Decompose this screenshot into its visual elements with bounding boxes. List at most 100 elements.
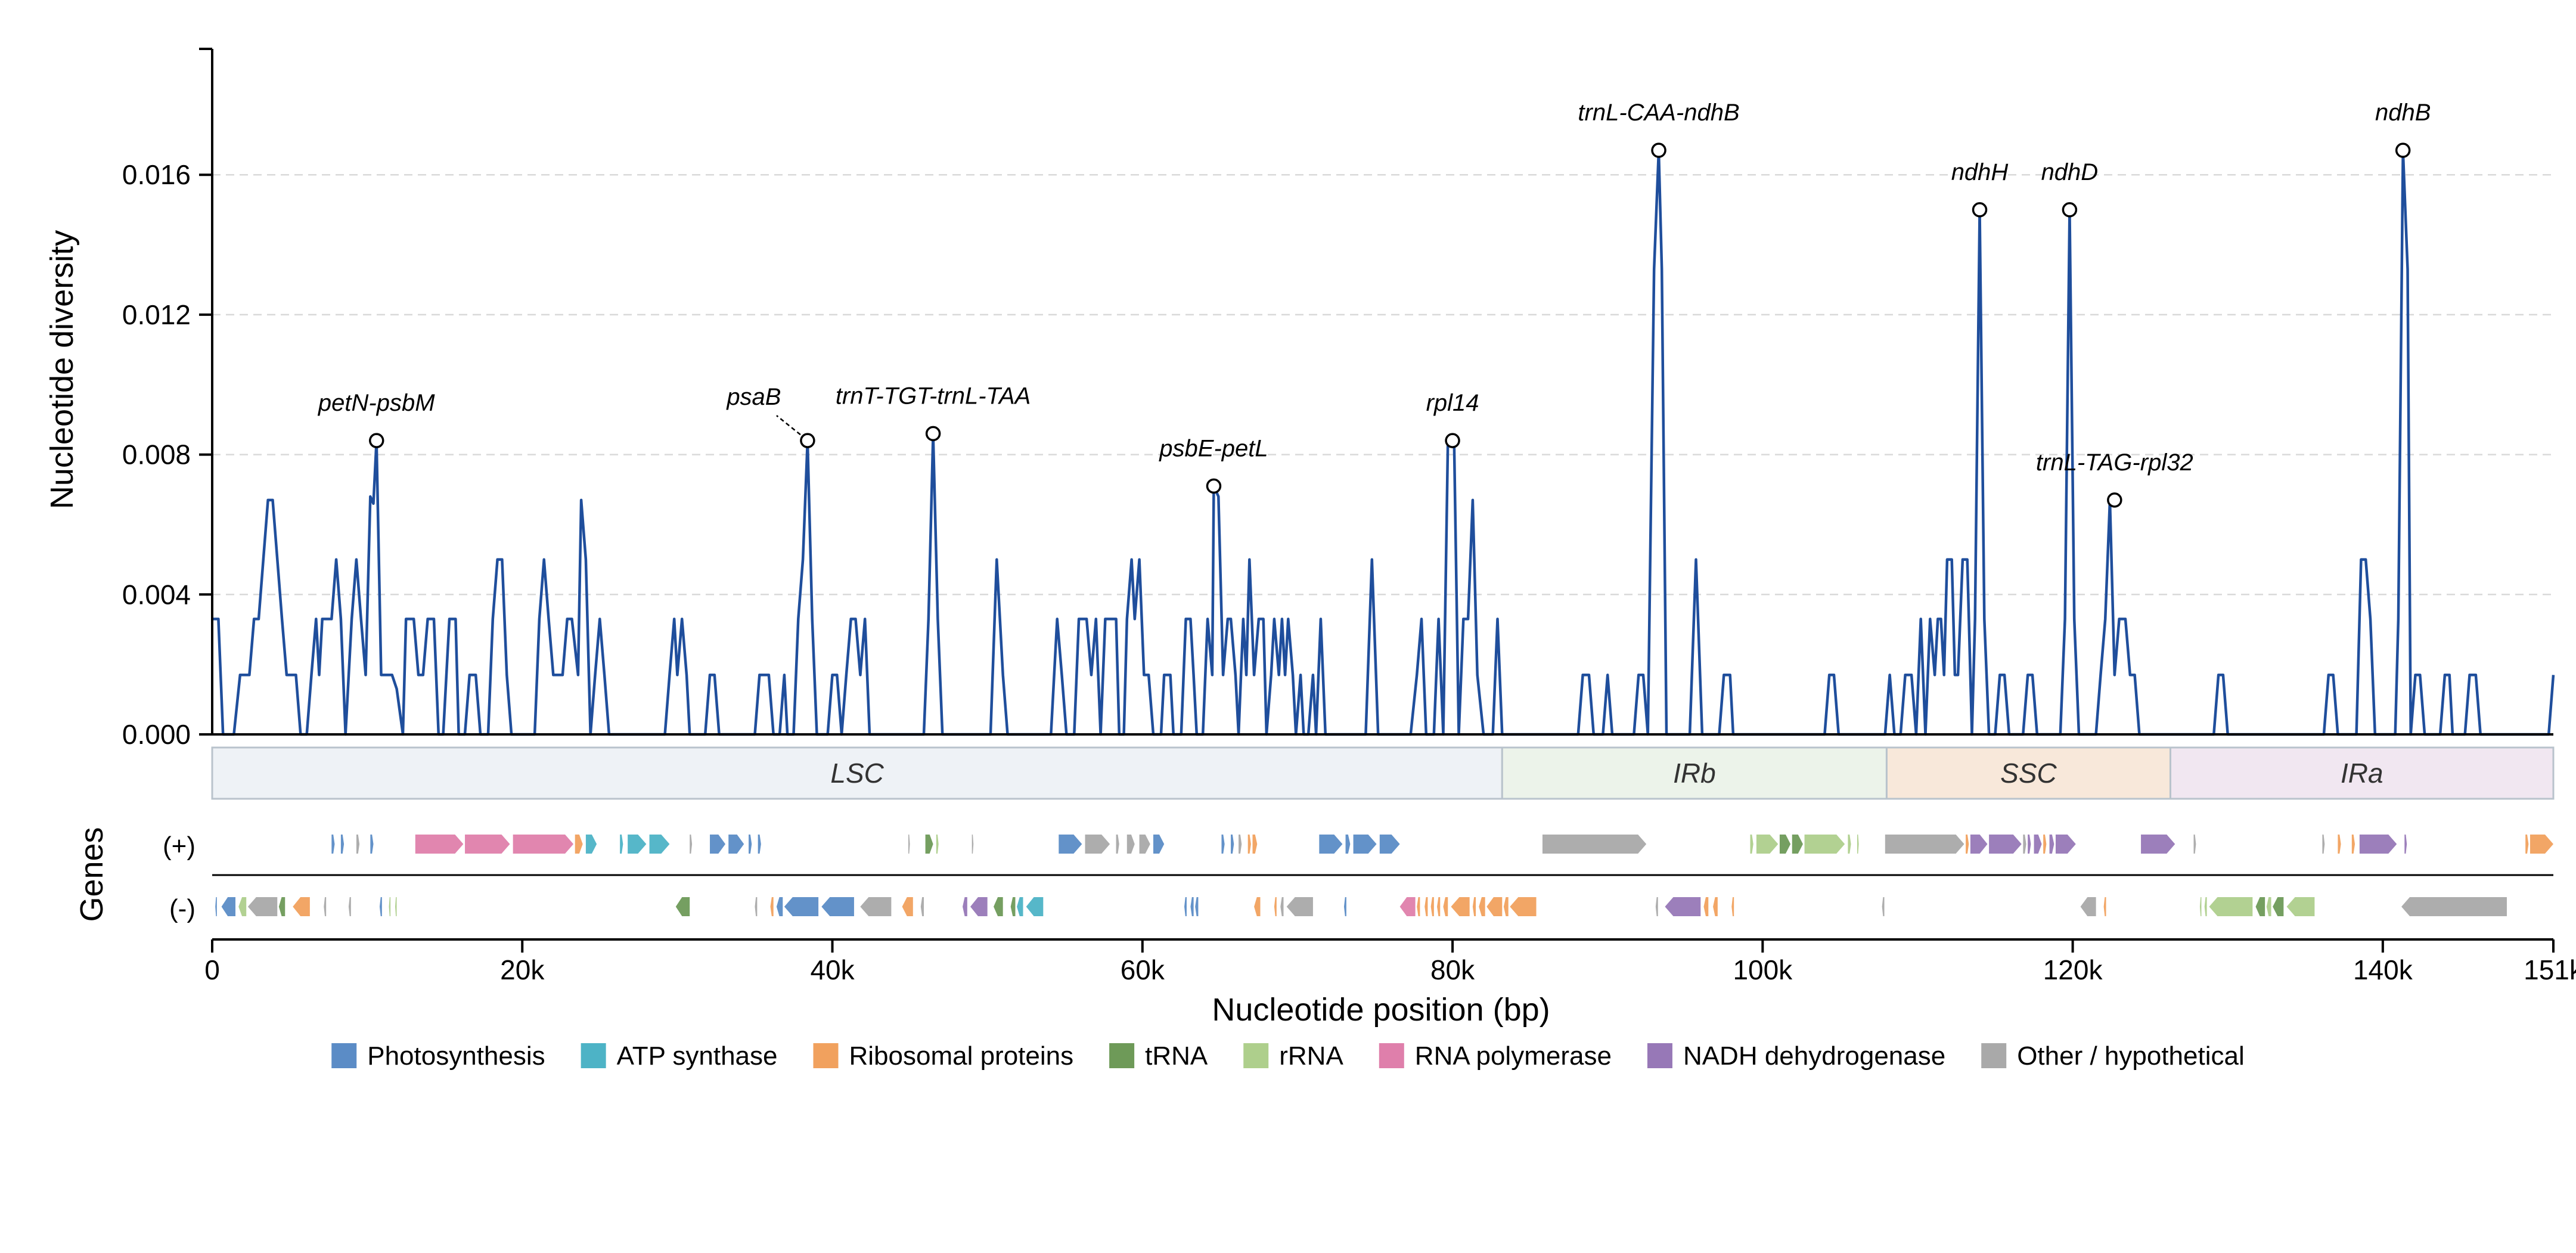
gene-block: [1184, 897, 1187, 916]
gene-block: [1451, 897, 1470, 916]
gene-block: [1857, 835, 1859, 854]
gene-block: [1239, 835, 1242, 854]
gene-block: [1479, 897, 1485, 916]
gene-block: [1882, 897, 1885, 916]
gene-block: [1286, 897, 1313, 916]
gene-block: [1231, 835, 1234, 854]
minus-strand-label: (-): [169, 894, 195, 923]
legend-label: ATP synthase: [617, 1041, 778, 1071]
gene-block: [2401, 897, 2507, 916]
gene-block: [1399, 897, 1416, 916]
gene-block: [1379, 835, 1400, 854]
gene-block: [2266, 897, 2271, 916]
gene-block: [1472, 897, 1476, 916]
peak-label: rpl14: [1426, 390, 1479, 416]
peak-marker: [1445, 433, 1460, 448]
legend-label: NADH dehydrogenase: [1683, 1041, 1945, 1071]
peak-annotations: petN-psbM psaB trnT-TGT-trnL-TAA psbE-petL r…: [318, 100, 2431, 508]
region-label: IRa: [2341, 758, 2383, 789]
gene-block: [784, 897, 819, 916]
gene-block: [1486, 897, 1503, 916]
gene-block: [2043, 835, 2047, 854]
gene-block: [1247, 835, 1251, 854]
gene-block: [1424, 897, 1428, 916]
gene-block: [215, 897, 217, 916]
peak-label: petN-psbM: [318, 390, 435, 416]
gene-block: [2028, 835, 2031, 854]
peak-marker: [2107, 492, 2122, 508]
gene-block: [1343, 897, 1346, 916]
gene-block: [348, 897, 351, 916]
peak-label: ndhB: [2375, 100, 2431, 126]
gene-block: [1703, 897, 1709, 916]
legend: Photosynthesis ATP synthase Ribosomal prot…: [331, 1041, 2245, 1071]
peak-label: trnL-TAG-rpl32: [2036, 449, 2193, 476]
legend-label: tRNA: [1145, 1041, 1208, 1071]
gene-block: [2322, 835, 2325, 854]
peak-marker: [1972, 202, 1988, 218]
legend-swatch-ribo: [813, 1043, 839, 1068]
peak-marker: [368, 433, 384, 448]
gene-block: [994, 897, 1003, 916]
peak-label: trnL-CAA-ndhB: [1578, 100, 1739, 126]
x-axis-title: Nucleotide position (bp): [1212, 992, 1550, 1028]
gene-block: [920, 897, 924, 916]
y-tick-label: 0.000: [122, 719, 191, 750]
peak-marker: [2395, 142, 2411, 158]
legend-label: RNA polymerase: [1415, 1041, 1612, 1071]
gene-block: [1885, 835, 1964, 854]
x-tick-label: 40k: [810, 954, 855, 985]
legend-label: Other / hypothetical: [2017, 1041, 2245, 1071]
legend-swatch-trna: [1109, 1043, 1135, 1068]
y-tick-label: 0.008: [122, 439, 191, 470]
gene-block: [908, 835, 910, 854]
gene-block: [293, 897, 310, 916]
diversity-line: [212, 148, 2555, 736]
diversity-line-series: [212, 148, 2555, 736]
gene-block: [2141, 835, 2175, 854]
legend-swatch-photo: [331, 1043, 357, 1068]
gene-block: [2359, 835, 2397, 854]
gene-block: [2055, 835, 2076, 854]
gene-block: [2273, 897, 2284, 916]
gene-block: [278, 897, 285, 916]
gene-block: [1750, 835, 1753, 854]
gene-block: [1059, 835, 1082, 854]
region-lsc: [211, 746, 1503, 800]
gene-block: [585, 835, 597, 854]
legend-swatch-atp: [581, 1043, 606, 1068]
gene-block: [389, 897, 391, 916]
gene-block: [2023, 835, 2026, 854]
y-tick-label: 0.012: [122, 299, 191, 330]
gene-block: [628, 835, 647, 854]
peak-marker: [1206, 478, 1222, 494]
gene-block: [1221, 835, 1225, 854]
region-irb: [1501, 746, 1888, 800]
x-tick-label: 140k: [2353, 954, 2413, 985]
gene-block: [2209, 897, 2253, 916]
region-label: LSC: [830, 758, 884, 789]
gene-block: [1989, 835, 2022, 854]
gene-block: [1116, 835, 1119, 854]
legend-label: rRNA: [1279, 1041, 1343, 1071]
x-tick-label: 120k: [2043, 954, 2103, 985]
gene-block: [2351, 835, 2355, 854]
genome-region-bar: LSC IRb SSC IRa: [211, 746, 2555, 800]
x-tick-label: 80k: [1430, 954, 1475, 985]
x-tick-label: 151k: [2524, 954, 2576, 985]
gene-block: [1792, 835, 1803, 854]
y-tick-label: 0.004: [122, 579, 191, 610]
gene-block: [2286, 897, 2315, 916]
gene-block: [776, 897, 783, 916]
gene-block: [1280, 897, 1284, 916]
gene-block: [1503, 897, 1509, 916]
gene-block: [1085, 835, 1110, 854]
gene-block: [1665, 897, 1701, 916]
axes: 0.000 0.004 0.008 0.012 0.016 0 20k 40k 60k 80k 10…: [122, 48, 2576, 985]
gene-block: [1731, 897, 1734, 916]
gene-block: [1353, 835, 1377, 854]
gene-block: [1153, 835, 1165, 854]
gene-block: [340, 835, 344, 854]
gene-block: [247, 897, 278, 916]
